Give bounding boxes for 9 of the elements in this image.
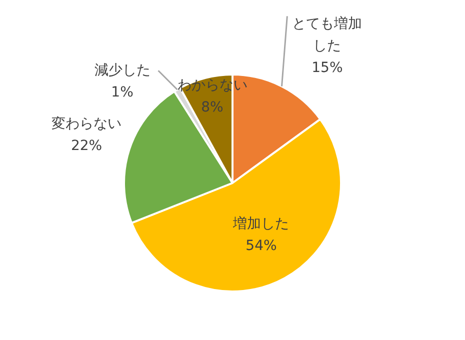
data-label: 8% [201,99,224,116]
slice-label: 減少した [94,62,150,78]
data-label: 15% [312,60,343,76]
slice-label: 変わらない [52,116,122,132]
data-label: 1% [111,84,134,100]
data-label: 22% [70,138,102,154]
slice-label: とても増加した [292,14,362,54]
data-label: 54% [246,238,277,254]
slice-label: 増加した [232,214,290,232]
